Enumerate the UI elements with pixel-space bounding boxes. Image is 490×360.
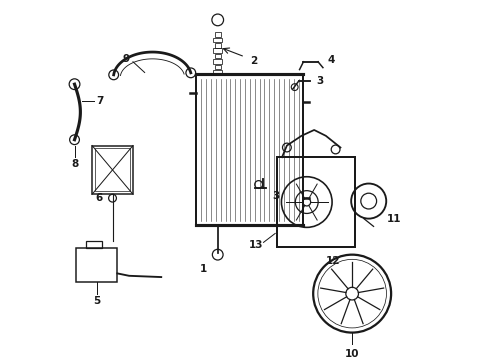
Bar	[215, 64, 220, 69]
Bar	[95, 148, 130, 192]
Text: 3: 3	[317, 76, 323, 86]
Text: 7: 7	[96, 96, 103, 106]
Text: 6: 6	[95, 193, 102, 203]
Bar	[213, 59, 222, 64]
Bar	[86, 241, 102, 248]
Text: 12: 12	[325, 256, 340, 266]
Bar	[215, 43, 220, 48]
Text: 11: 11	[387, 213, 401, 224]
Text: 3: 3	[272, 191, 280, 201]
Text: 4: 4	[327, 55, 334, 65]
Bar	[213, 49, 222, 53]
Bar	[92, 145, 133, 194]
Text: 2: 2	[250, 56, 257, 66]
Text: 8: 8	[71, 159, 78, 169]
Bar	[213, 70, 222, 75]
Bar	[215, 54, 220, 58]
Bar	[196, 75, 303, 225]
Text: 1: 1	[199, 264, 207, 274]
Bar	[76, 248, 118, 282]
Text: 5: 5	[93, 296, 100, 306]
Text: 10: 10	[345, 349, 359, 359]
Text: 9: 9	[122, 54, 130, 64]
Bar	[277, 157, 355, 247]
Bar	[215, 32, 220, 37]
Bar	[213, 38, 222, 42]
Text: 13: 13	[248, 240, 263, 250]
